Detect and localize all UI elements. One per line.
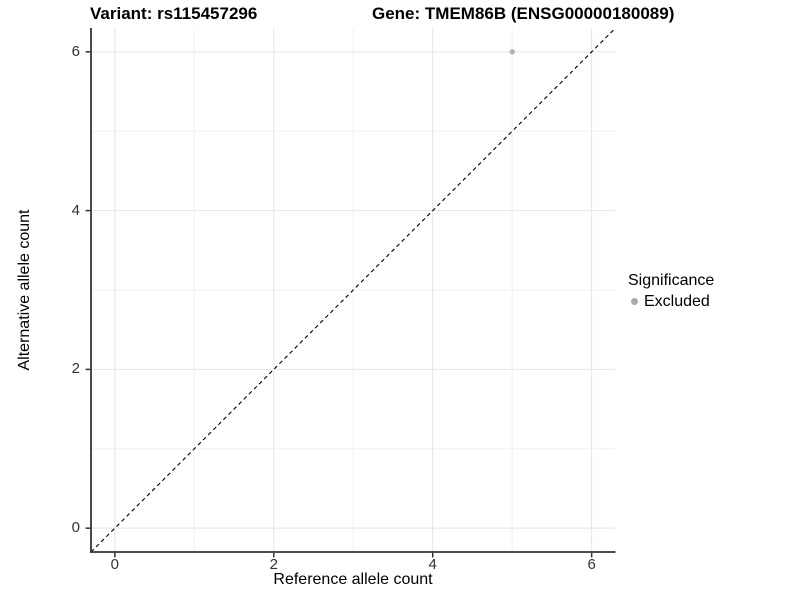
y-axis-label: Alternative allele count	[16, 209, 33, 371]
x-tick-label: 2	[269, 556, 278, 573]
legend-title: Significance	[628, 272, 715, 289]
legend-point-icon	[631, 298, 638, 305]
y-tick-label: 2	[71, 360, 80, 378]
y-tick-label: 0	[71, 519, 80, 537]
legend-item-label: Excluded	[644, 293, 710, 310]
x-tick-label: 4	[428, 556, 437, 573]
legend-item-excluded: Excluded	[628, 292, 798, 311]
x-axis-label: Reference allele count	[273, 571, 433, 588]
x-tick-label: 0	[110, 556, 119, 573]
data-point	[509, 49, 515, 55]
y-tick-label: 4	[71, 201, 80, 219]
plot-title-variant: Variant: rs115457296	[90, 4, 258, 23]
plot-title-gene: Gene: TMEM86B (ENSG00000180089)	[372, 4, 675, 23]
identity-line	[90, 27, 616, 553]
x-tick-label: 6	[587, 556, 596, 573]
legend: Significance Excluded	[628, 271, 798, 311]
y-tick-label: 6	[71, 42, 80, 60]
